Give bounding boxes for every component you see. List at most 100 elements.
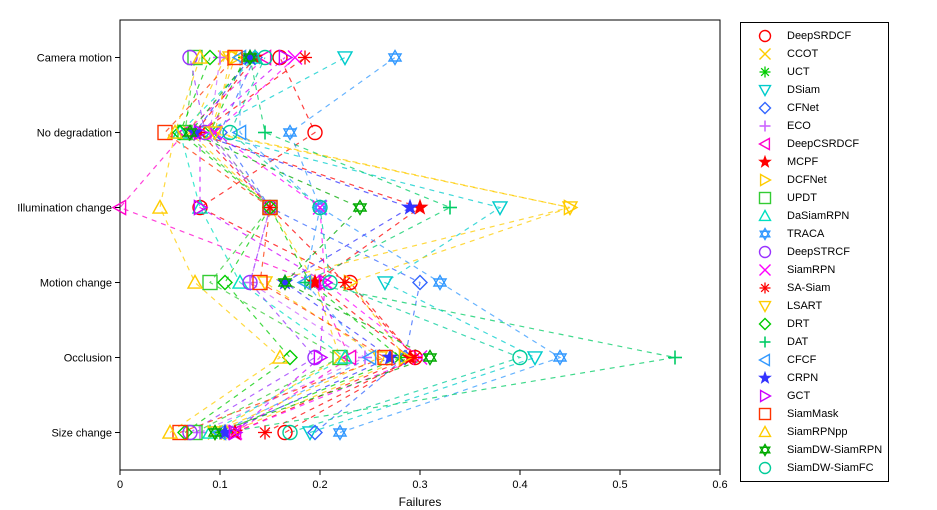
- legend-swatch: [747, 65, 783, 79]
- legend-swatch: [747, 281, 783, 295]
- legend-label: ECO: [787, 120, 811, 132]
- legend-swatch: [747, 371, 783, 385]
- legend-label: UCT: [787, 66, 810, 78]
- series-line: [215, 58, 420, 433]
- data-marker: [258, 426, 272, 440]
- legend-label: SA-Siam: [787, 282, 830, 294]
- x-tick-label: 0.2: [312, 479, 327, 491]
- legend-item: SA-Siam: [747, 279, 882, 297]
- legend-item: SiamDW-SiamRPN: [747, 441, 882, 459]
- legend-item: CRPN: [747, 369, 882, 387]
- data-marker: [153, 201, 167, 214]
- legend: DeepSRDCF CCOT UCT DSiamCFNet ECO DeepCSRDCF M…: [740, 22, 889, 482]
- legend-label: GCT: [787, 390, 810, 402]
- legend-item: DSiam: [747, 81, 882, 99]
- x-tick-label: 0.5: [612, 479, 627, 491]
- legend-item: SiamDW-SiamFC: [747, 459, 882, 477]
- y-category-label: Occlusion: [64, 353, 112, 365]
- legend-item: DeepSRDCF: [747, 27, 882, 45]
- y-category-label: Illumination change: [17, 203, 112, 215]
- legend-swatch: [747, 335, 783, 349]
- legend-swatch: [747, 137, 783, 151]
- data-marker: [668, 351, 682, 365]
- data-marker: [158, 126, 172, 140]
- legend-swatch: [747, 263, 783, 277]
- legend-label: DeepSTRCF: [787, 246, 850, 258]
- legend-swatch: [747, 119, 783, 133]
- legend-label: LSART: [787, 300, 822, 312]
- data-marker: [408, 351, 422, 365]
- legend-label: DaSiamRPN: [787, 210, 849, 222]
- markers-layer: [113, 50, 682, 440]
- legend-item: DeepCSRDCF: [747, 135, 882, 153]
- legend-item: UPDT: [747, 189, 882, 207]
- legend-swatch: [747, 191, 783, 205]
- series-line: [225, 58, 675, 433]
- data-marker: [338, 52, 352, 65]
- plot-border: [120, 20, 720, 470]
- series-line: [210, 58, 570, 433]
- y-category-label: No degradation: [37, 128, 112, 140]
- failures-chart: 0 0.1 0.2 0.3 0.4 0.5 0.6 Failures Size change Oc…: [0, 0, 937, 510]
- x-tick-label: 0.3: [412, 479, 427, 491]
- legend-item: LSART: [747, 297, 882, 315]
- data-marker: [258, 126, 272, 140]
- series-line: [290, 58, 560, 433]
- y-category-label: Camera motion: [37, 53, 112, 65]
- legend-swatch: [747, 443, 783, 457]
- legend-swatch: [747, 83, 783, 97]
- legend-swatch: [747, 407, 783, 421]
- legend-item: CFNet: [747, 99, 882, 117]
- legend-label: DAT: [787, 336, 808, 348]
- series-line: [215, 58, 570, 433]
- data-marker: [223, 126, 237, 140]
- legend-label: DeepCSRDCF: [787, 138, 859, 150]
- data-marker: [338, 276, 352, 290]
- y-category-label: Size change: [51, 428, 112, 440]
- legend-label: DCFNet: [787, 174, 827, 186]
- legend-swatch: [747, 101, 783, 115]
- data-marker: [298, 51, 312, 65]
- legend-label: CRPN: [787, 372, 818, 384]
- legend-swatch: [747, 353, 783, 367]
- legend-item: DRT: [747, 315, 882, 333]
- legend-swatch: [747, 425, 783, 439]
- x-tick-label: 0.6: [712, 479, 727, 491]
- x-axis-label: Failures: [399, 495, 442, 509]
- data-marker: [284, 126, 296, 140]
- series-line: [190, 58, 315, 433]
- data-marker: [528, 352, 542, 365]
- legend-label: SiamRPNpp: [787, 426, 848, 438]
- legend-label: TRACA: [787, 228, 824, 240]
- legend-swatch: [747, 245, 783, 259]
- series-line: [205, 58, 535, 433]
- legend-swatch: [747, 209, 783, 223]
- legend-label: SiamMask: [787, 408, 838, 420]
- legend-item: DeepSTRCF: [747, 243, 882, 261]
- legend-label: UPDT: [787, 192, 817, 204]
- series-line: [200, 58, 365, 433]
- legend-item: MCPF: [747, 153, 882, 171]
- legend-item: SiamMask: [747, 405, 882, 423]
- data-marker: [389, 51, 401, 65]
- legend-swatch: [747, 47, 783, 61]
- legend-swatch: [747, 317, 783, 331]
- x-tick-label: 0.1: [212, 479, 227, 491]
- legend-item: UCT: [747, 63, 882, 81]
- legend-item: SiamRPN: [747, 261, 882, 279]
- x-tick-label: 0.4: [512, 479, 527, 491]
- x-tick-label: 0: [117, 479, 123, 491]
- legend-swatch: [747, 227, 783, 241]
- legend-label: SiamDW-SiamRPN: [787, 444, 882, 456]
- data-marker: [443, 201, 457, 215]
- legend-label: DeepSRDCF: [787, 30, 851, 42]
- legend-item: CFCF: [747, 351, 882, 369]
- legend-label: DRT: [787, 318, 809, 330]
- y-category-label: Motion change: [40, 278, 112, 290]
- legend-item: DCFNet: [747, 171, 882, 189]
- legend-item: CCOT: [747, 45, 882, 63]
- data-marker: [263, 201, 277, 215]
- legend-swatch: [747, 299, 783, 313]
- legend-label: SiamRPN: [787, 264, 835, 276]
- legend-swatch: [747, 155, 783, 169]
